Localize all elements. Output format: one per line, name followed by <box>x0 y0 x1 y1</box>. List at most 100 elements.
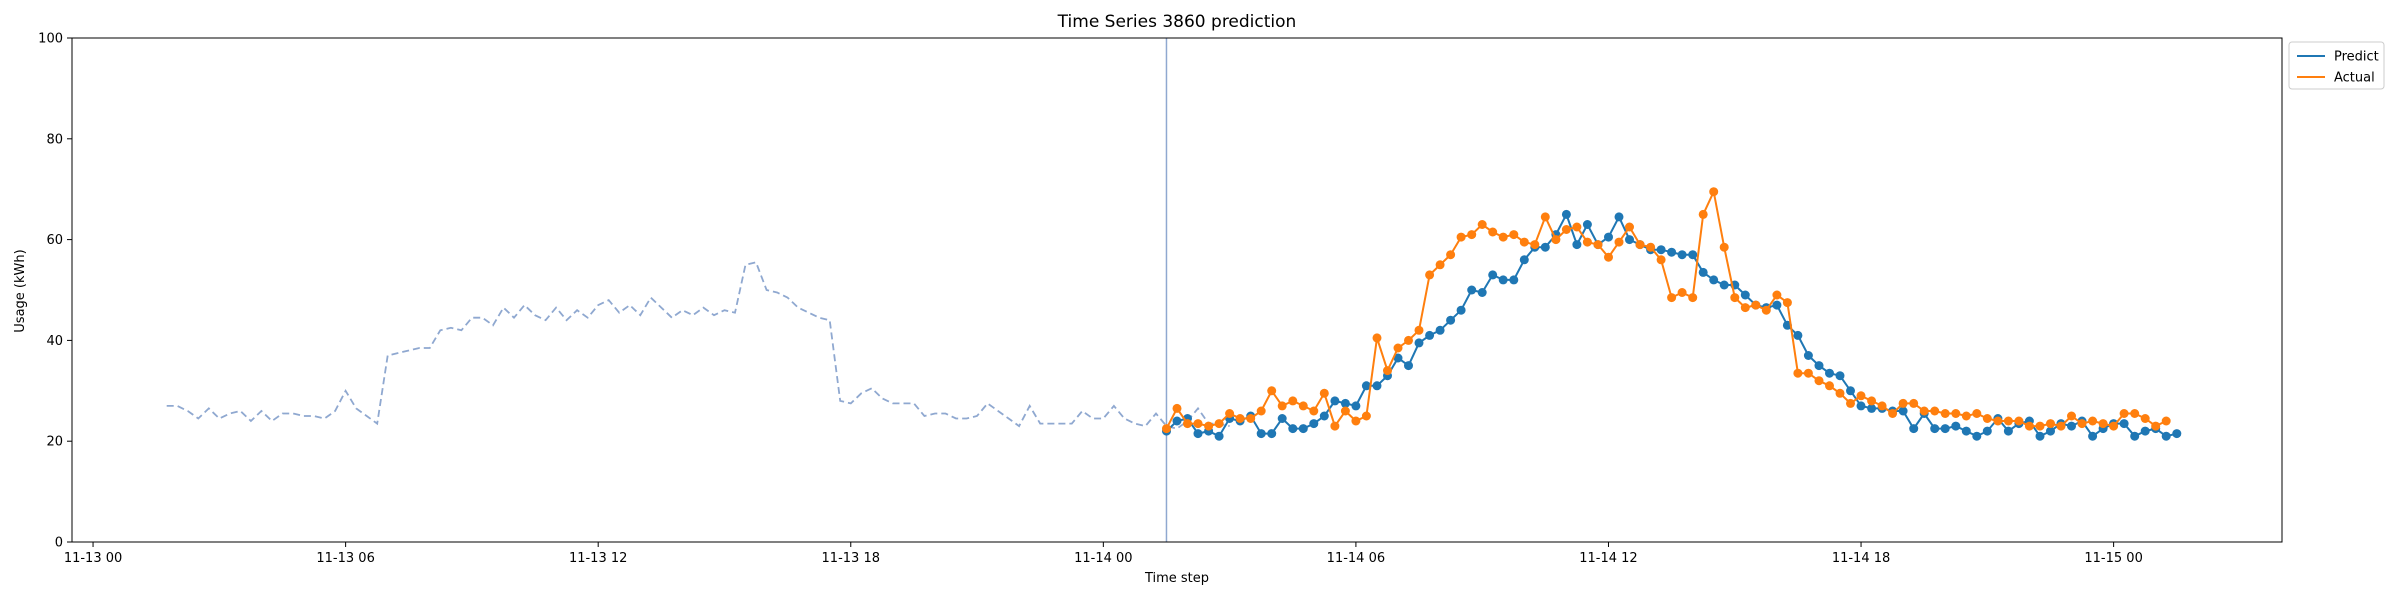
data-point <box>1256 406 1266 416</box>
data-point <box>1351 416 1361 426</box>
data-point <box>1467 285 1477 295</box>
data-point <box>1172 403 1182 413</box>
data-point <box>1340 406 1350 416</box>
data-point <box>1309 406 1319 416</box>
data-point <box>1898 406 1908 416</box>
data-point <box>2046 419 2055 429</box>
data-point <box>1604 232 1613 242</box>
data-point <box>1888 409 1898 418</box>
data-point <box>1793 330 1803 340</box>
y-axis-label: Usage (kWh) <box>13 249 28 332</box>
data-point <box>1825 381 1834 391</box>
data-point <box>1193 419 1203 429</box>
x-tick-label: 11-14 00 <box>1074 551 1132 566</box>
data-point <box>1425 270 1435 280</box>
data-point <box>2024 421 2034 431</box>
data-point <box>1772 300 1782 310</box>
data-point <box>1677 288 1687 297</box>
data-point <box>1698 267 1708 277</box>
data-point <box>1383 366 1392 376</box>
data-point <box>1793 368 1803 378</box>
data-point <box>1340 398 1350 408</box>
data-point <box>1509 275 1519 285</box>
series-actual <box>1162 187 2171 434</box>
data-point <box>1414 325 1424 335</box>
data-point <box>1488 227 1498 237</box>
data-point <box>1298 424 1308 434</box>
data-point <box>1972 409 1982 418</box>
data-point <box>1214 419 1224 429</box>
data-point <box>1572 222 1582 232</box>
data-point <box>2119 409 2129 418</box>
data-point <box>1582 237 1592 247</box>
data-point <box>1993 416 2003 426</box>
data-point <box>1961 411 1971 421</box>
x-tick-label: 11-13 06 <box>316 551 374 566</box>
data-point <box>1709 187 1719 197</box>
data-point <box>1625 235 1634 245</box>
data-point <box>1846 386 1855 396</box>
data-point <box>1614 212 1624 222</box>
chart-title: Time Series 3860 prediction <box>1057 12 1297 32</box>
data-point <box>1425 330 1435 340</box>
data-point <box>1930 406 1940 416</box>
legend: Predict Actual <box>2288 41 2385 90</box>
data-point <box>1751 300 1761 310</box>
data-point <box>1519 255 1529 265</box>
data-point <box>1456 305 1466 315</box>
data-point <box>1898 398 1908 408</box>
data-point <box>2067 411 2076 421</box>
data-point <box>2161 431 2171 441</box>
data-point <box>1951 409 1961 418</box>
data-point <box>1730 293 1740 303</box>
data-point <box>1288 424 1298 434</box>
data-point <box>1646 242 1656 252</box>
data-point <box>2088 431 2098 441</box>
data-point <box>2077 419 2087 429</box>
data-point <box>1309 419 1319 429</box>
data-point <box>1835 388 1845 398</box>
data-point <box>1393 343 1403 353</box>
data-point <box>1361 381 1371 391</box>
data-point <box>1761 305 1771 315</box>
data-point <box>2151 421 2161 431</box>
data-point <box>1351 401 1361 411</box>
data-point <box>1814 376 1824 386</box>
data-point <box>1719 280 1729 290</box>
data-point <box>1614 237 1624 247</box>
data-point <box>1446 315 1456 325</box>
data-point <box>1298 401 1308 411</box>
data-point <box>1172 416 1182 426</box>
x-tick-label: 11-15 00 <box>2084 551 2142 566</box>
data-point <box>1772 290 1782 300</box>
data-point <box>1688 293 1698 303</box>
data-point <box>2109 421 2119 431</box>
history-line <box>166 261 1230 430</box>
data-point <box>2046 426 2055 436</box>
data-point <box>1277 414 1287 423</box>
data-point <box>1846 398 1855 408</box>
data-point <box>2035 421 2045 431</box>
data-point <box>1909 398 1919 408</box>
data-point <box>1498 232 1508 242</box>
x-tick-label: 11-13 00 <box>64 551 122 566</box>
data-point <box>1930 424 1940 434</box>
data-point <box>1361 411 1371 421</box>
y-tick-label: 20 <box>46 435 63 450</box>
data-point <box>1867 396 1877 406</box>
data-point <box>2056 421 2066 431</box>
data-point <box>1540 242 1550 252</box>
data-point <box>1940 424 1950 434</box>
data-point <box>1256 429 1266 439</box>
data-point <box>2130 409 2140 418</box>
legend-label-actual: Actual <box>2334 71 2375 86</box>
data-point <box>1235 414 1245 423</box>
data-point <box>1656 245 1666 255</box>
data-point <box>1972 431 1982 441</box>
data-point <box>1372 381 1382 391</box>
data-point <box>1393 353 1403 363</box>
x-tick-label: 11-14 12 <box>1579 551 1637 566</box>
data-point <box>2067 421 2076 431</box>
data-point <box>1330 396 1340 406</box>
